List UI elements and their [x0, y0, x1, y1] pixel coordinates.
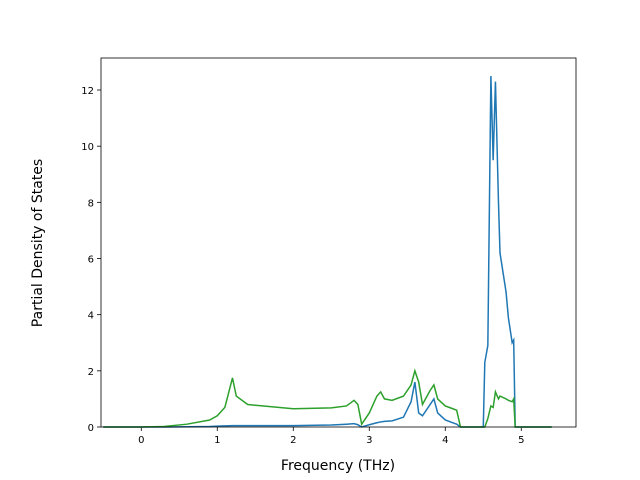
- y-tick-label: 8: [88, 198, 94, 209]
- y-axis-label: Partial Density of States: [30, 159, 46, 327]
- x-tick-label: 0: [138, 435, 144, 446]
- y-tick-label: 4: [88, 311, 94, 322]
- y-tick-label: 12: [81, 86, 94, 97]
- line-series: [103, 368, 552, 428]
- x-tick-label: 4: [442, 435, 448, 446]
- x-tick-label: 1: [214, 435, 220, 446]
- y-tick-label: 10: [81, 142, 94, 153]
- x-axis-label: Frequency (THz): [281, 458, 395, 474]
- x-tick-label: 5: [518, 435, 524, 446]
- y-tick-label: 2: [88, 367, 94, 378]
- plot-frame: [100, 57, 577, 428]
- x-tick-label: 3: [366, 435, 372, 446]
- line-series: [103, 75, 552, 428]
- y-tick-label: 6: [88, 255, 94, 266]
- y-tick-label: 0: [88, 423, 94, 434]
- x-tick-label: 2: [290, 435, 296, 446]
